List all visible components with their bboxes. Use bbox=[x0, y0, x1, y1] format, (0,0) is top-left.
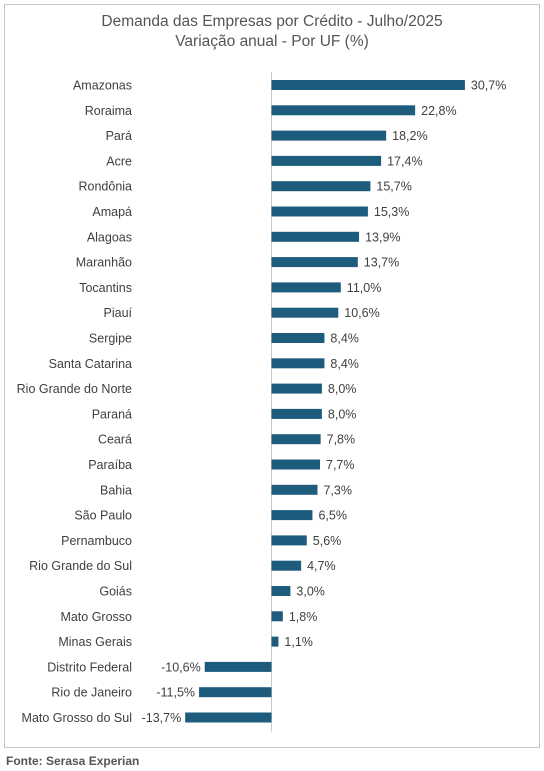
data-label: 18,2% bbox=[392, 129, 427, 143]
bar bbox=[199, 687, 272, 698]
data-label: -11,5% bbox=[156, 686, 195, 700]
chart-title-block: Demanda das Empresas por Crédito - Julho… bbox=[0, 12, 544, 52]
bar bbox=[271, 206, 368, 217]
category-label: Ceará bbox=[98, 433, 132, 447]
bar bbox=[271, 155, 382, 166]
bar bbox=[271, 358, 325, 369]
chart-title: Demanda das Empresas por Crédito - Julho… bbox=[101, 13, 443, 30]
bar bbox=[271, 408, 322, 419]
bar bbox=[204, 661, 272, 672]
bar bbox=[271, 80, 465, 90]
category-label: Goiás bbox=[99, 585, 132, 599]
bar bbox=[271, 105, 416, 116]
category-label: Sergipe bbox=[89, 332, 132, 346]
bar bbox=[271, 282, 341, 293]
category-label: Bahia bbox=[100, 483, 132, 497]
bar bbox=[271, 434, 321, 445]
category-label: Mato Grosso do Sul bbox=[22, 711, 132, 725]
data-label: 7,8% bbox=[327, 433, 356, 447]
category-label: Amapá bbox=[92, 205, 132, 219]
category-label: Acre bbox=[106, 154, 132, 168]
data-label: 6,5% bbox=[318, 509, 347, 523]
bar bbox=[185, 712, 272, 723]
category-label: Pernambuco bbox=[61, 534, 132, 548]
category-label: Rio de Janeiro bbox=[51, 686, 132, 700]
data-label: 4,7% bbox=[307, 559, 336, 573]
data-label: 8,0% bbox=[328, 382, 357, 396]
category-label: Roraima bbox=[85, 104, 132, 118]
category-label: Distrito Federal bbox=[47, 660, 132, 674]
data-label: 1,1% bbox=[284, 635, 313, 649]
bar bbox=[271, 181, 371, 192]
bar bbox=[271, 307, 339, 318]
bar bbox=[271, 510, 313, 521]
category-label: Maranhão bbox=[76, 256, 132, 270]
bar bbox=[271, 484, 318, 495]
data-label: 17,4% bbox=[387, 154, 422, 168]
category-label: Alagoas bbox=[87, 230, 132, 244]
category-label: Amazonas bbox=[73, 79, 132, 93]
bar bbox=[271, 560, 302, 571]
bar bbox=[271, 611, 283, 622]
category-label: Rio Grande do Sul bbox=[29, 559, 132, 573]
data-label: 15,7% bbox=[376, 180, 411, 194]
category-label: Mato Grosso bbox=[60, 610, 132, 624]
data-label: 13,7% bbox=[364, 256, 399, 270]
data-label: 10,6% bbox=[344, 306, 379, 320]
bar bbox=[271, 130, 387, 141]
data-label: -13,7% bbox=[142, 711, 182, 725]
data-label: 15,3% bbox=[374, 205, 409, 219]
data-label: 8,4% bbox=[330, 332, 359, 346]
category-label: Rio Grande do Norte bbox=[17, 382, 132, 396]
source-note: Fonte: Serasa Experian bbox=[6, 754, 140, 768]
bar bbox=[271, 231, 360, 242]
category-label: Paraíba bbox=[88, 458, 132, 472]
data-label: 7,7% bbox=[326, 458, 355, 472]
data-label: 3,0% bbox=[296, 585, 325, 599]
bar bbox=[271, 535, 307, 546]
chart-subtitle: Variação anual - Por UF (%) bbox=[175, 33, 369, 50]
bar bbox=[271, 586, 291, 596]
data-label: -10,6% bbox=[161, 660, 201, 674]
data-label: 1,8% bbox=[289, 610, 318, 624]
bar bbox=[271, 459, 321, 470]
bar bbox=[271, 383, 322, 394]
data-label: 30,7% bbox=[471, 79, 506, 93]
data-label: 11,0% bbox=[347, 281, 382, 295]
bar bbox=[271, 257, 358, 268]
category-label: Paraná bbox=[92, 407, 132, 421]
bar bbox=[271, 636, 279, 647]
data-label: 7,3% bbox=[323, 483, 352, 497]
category-label: Santa Catarina bbox=[49, 357, 132, 371]
data-label: 13,9% bbox=[365, 230, 400, 244]
category-label: Minas Gerais bbox=[58, 635, 132, 649]
category-label: Rondônia bbox=[78, 180, 132, 194]
data-label: 22,8% bbox=[421, 104, 456, 118]
data-label: 8,0% bbox=[328, 407, 357, 421]
category-label: São Paulo bbox=[74, 509, 132, 523]
category-label: Piauí bbox=[104, 306, 133, 320]
data-label: 8,4% bbox=[330, 357, 359, 371]
bar bbox=[271, 333, 325, 343]
category-label: Pará bbox=[106, 129, 132, 143]
data-label: 5,6% bbox=[313, 534, 342, 548]
category-label: Tocantins bbox=[79, 281, 132, 295]
